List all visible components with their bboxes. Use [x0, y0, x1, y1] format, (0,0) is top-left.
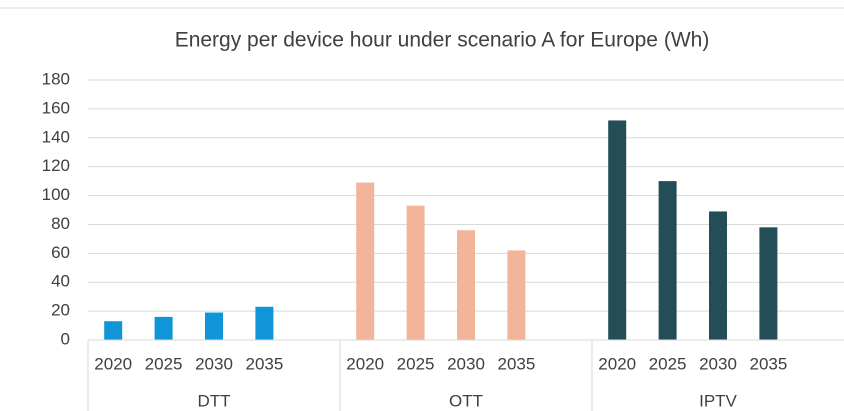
y-tick-label: 80: [51, 214, 70, 233]
bar: [658, 181, 677, 340]
x-tick-label: 2030: [699, 354, 737, 373]
x-tick-label: 2035: [245, 354, 283, 373]
y-tick-label: 0: [61, 329, 70, 348]
x-tick-label: 2035: [497, 354, 535, 373]
y-tick-label: 100: [42, 185, 70, 204]
group-label: DTT: [197, 391, 230, 410]
bar: [104, 321, 123, 340]
bar: [507, 250, 526, 340]
y-tick-label: 140: [42, 127, 70, 146]
y-tick-label: 180: [42, 69, 70, 88]
bar: [709, 211, 727, 340]
bar: [255, 306, 274, 340]
group-label: IPTV: [699, 391, 737, 410]
group-label: OTT: [449, 391, 483, 410]
bar: [356, 182, 375, 340]
x-tick-label: 2020: [346, 354, 384, 373]
x-tick-label: 2030: [195, 354, 233, 373]
x-tick-label: 2020: [94, 354, 132, 373]
bar: [759, 227, 778, 340]
y-tick-label: 60: [51, 243, 70, 262]
bar: [457, 230, 475, 340]
x-tick-label: 2020: [598, 354, 636, 373]
x-tick-label: 2025: [397, 354, 435, 373]
x-tick-label: 2025: [649, 354, 687, 373]
y-tick-label: 40: [51, 272, 70, 291]
x-tick-label: 2030: [447, 354, 485, 373]
x-tick-label: 2025: [145, 354, 183, 373]
bar: [205, 312, 223, 340]
bar: [608, 120, 627, 340]
y-tick-label: 120: [42, 156, 70, 175]
bar: [406, 205, 425, 340]
x-tick-label: 2035: [749, 354, 787, 373]
chart-title: Energy per device hour under scenario A …: [175, 29, 710, 52]
bar: [154, 316, 173, 340]
y-tick-label: 20: [51, 301, 70, 320]
y-tick-label: 160: [42, 98, 70, 117]
